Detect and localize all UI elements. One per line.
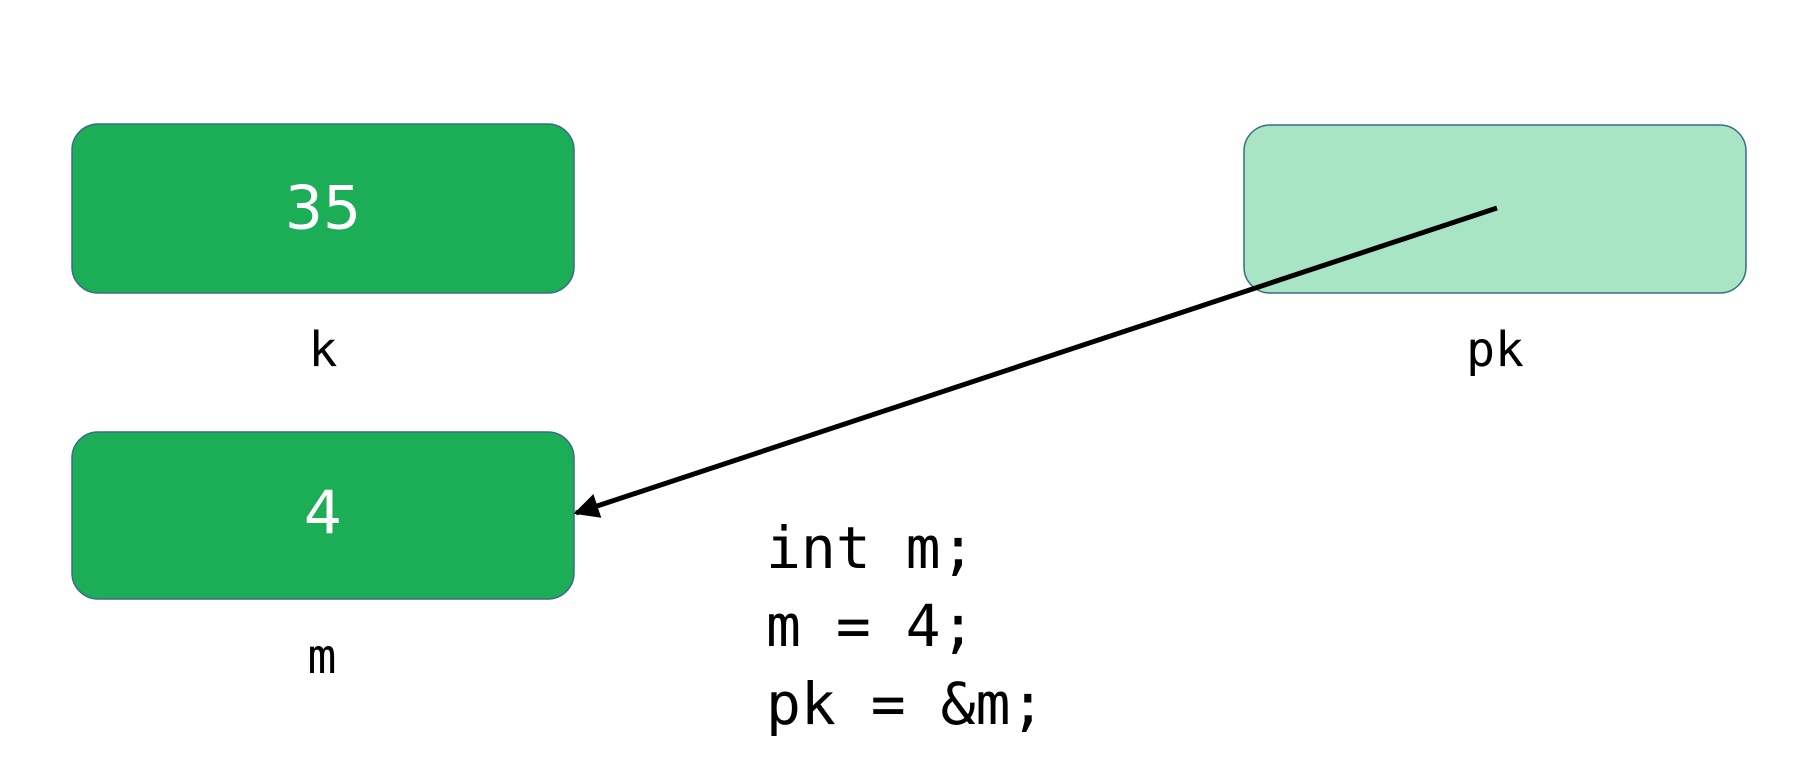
node-label: pk: [1466, 322, 1524, 378]
code-line: int m;: [766, 514, 976, 582]
node-label: k: [309, 322, 338, 378]
box-k: [71, 123, 575, 294]
code-line: pk = &m;: [766, 670, 1045, 738]
node-value: 4: [304, 479, 342, 549]
code-line: m = 4;: [766, 592, 976, 660]
node-label: m: [308, 629, 337, 685]
node-value: 35: [285, 174, 361, 244]
pointer-arrow: [573, 205, 1498, 518]
